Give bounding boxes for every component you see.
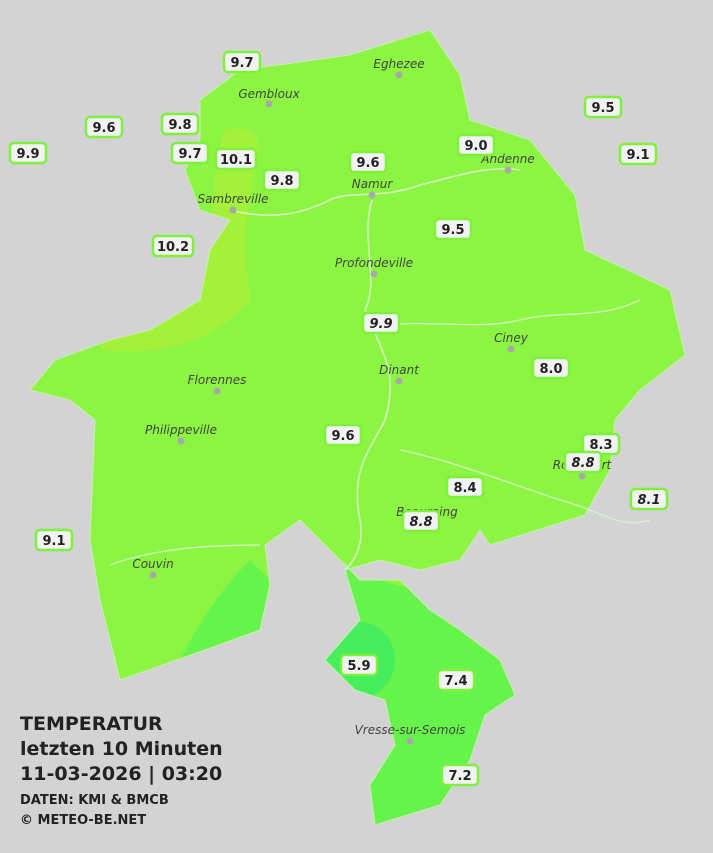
station-value: 8.4 <box>453 481 476 496</box>
city-label: Gembloux <box>238 87 300 101</box>
source: DATEN: KMI & BMCB <box>20 793 169 808</box>
station-value: 8.3 <box>589 438 612 453</box>
title-line: 11-03-2026 | 03:20 <box>20 763 222 785</box>
station-value: 9.5 <box>591 101 614 116</box>
city-dot <box>578 472 586 480</box>
station-value: 9.9 <box>369 317 392 332</box>
station-box <box>160 112 200 136</box>
city-dot <box>504 166 512 174</box>
city-label: Florennes <box>188 373 247 387</box>
station-box <box>8 141 48 165</box>
station-value: 7.2 <box>448 769 471 784</box>
station-value: 9.8 <box>270 174 293 189</box>
legend: TEMPERATUR letzten 10 Minuten 11-03-2026 |… <box>20 713 223 828</box>
station-value: 9.0 <box>464 139 487 154</box>
title-line: letzten 10 Minuten <box>20 738 223 760</box>
city-label: Dinant <box>379 363 420 377</box>
city-dot <box>395 377 403 385</box>
city-label: Vresse-sur-Semois <box>355 723 466 737</box>
city-dot <box>406 737 414 745</box>
stations: 9.7 9.5 9.6 9.8 9.9 9.7 10.1 9.0 9.6 9.1 9.8 9.5 10.… <box>8 50 669 787</box>
city-label: Philippeville <box>145 423 217 437</box>
city-label: Eghezee <box>373 57 424 71</box>
station-box <box>433 217 473 241</box>
copyright: © METEO-BE.NET <box>20 813 146 828</box>
city-dot <box>370 270 378 278</box>
city-label: Andenne <box>480 152 534 166</box>
station-box <box>531 356 571 380</box>
station-value: 9.7 <box>178 147 201 162</box>
station-value: 9.6 <box>92 121 115 136</box>
station-value: 8.8 <box>571 456 594 471</box>
station-box <box>151 234 195 258</box>
station-box <box>214 147 258 171</box>
title-line: TEMPERATUR <box>20 713 163 735</box>
city-dot <box>177 437 185 445</box>
station-box <box>563 450 603 474</box>
city-label: Ciney <box>494 331 529 345</box>
station-value: 10.2 <box>157 240 189 255</box>
station-value: 10.1 <box>220 153 252 168</box>
station-box <box>339 653 379 677</box>
station-box <box>84 115 124 139</box>
station-box <box>401 509 441 533</box>
station-box <box>222 50 262 74</box>
city-dot <box>229 206 237 214</box>
station-box <box>440 763 480 787</box>
station-value: 9.6 <box>331 429 354 444</box>
city-label: Namur <box>352 177 394 191</box>
city-dot <box>213 387 221 395</box>
station-box <box>436 668 476 692</box>
station-box <box>34 528 74 552</box>
station-box <box>445 475 485 499</box>
station-box <box>583 95 623 119</box>
station-value: 5.9 <box>347 659 370 674</box>
station-value: 9.9 <box>16 147 39 162</box>
station-box <box>348 150 388 174</box>
city-dot <box>149 571 157 579</box>
station-box <box>323 423 363 447</box>
city-dot <box>265 100 273 108</box>
station-value: 8.8 <box>409 515 432 530</box>
station-value: 9.8 <box>168 118 191 133</box>
station-box <box>170 141 210 165</box>
city-dot <box>395 71 403 79</box>
city-label: Sambreville <box>197 192 268 206</box>
station-box <box>262 168 302 192</box>
station-value: 9.6 <box>356 156 379 171</box>
city-dot <box>368 191 376 199</box>
station-value: 8.1 <box>637 493 660 508</box>
station-value: 9.7 <box>230 56 253 71</box>
station-box <box>618 142 658 166</box>
station-value: 8.0 <box>539 362 562 377</box>
station-value: 9.1 <box>626 148 649 163</box>
station-value: 7.4 <box>444 674 467 689</box>
city-label: Profondeville <box>335 256 413 270</box>
station-value: 9.1 <box>42 534 65 549</box>
station-box <box>629 487 669 511</box>
city-label: Couvin <box>132 557 173 571</box>
station-box <box>456 133 496 157</box>
station-value: 9.5 <box>441 223 464 238</box>
city-dot <box>507 345 515 353</box>
station-box <box>361 311 401 335</box>
